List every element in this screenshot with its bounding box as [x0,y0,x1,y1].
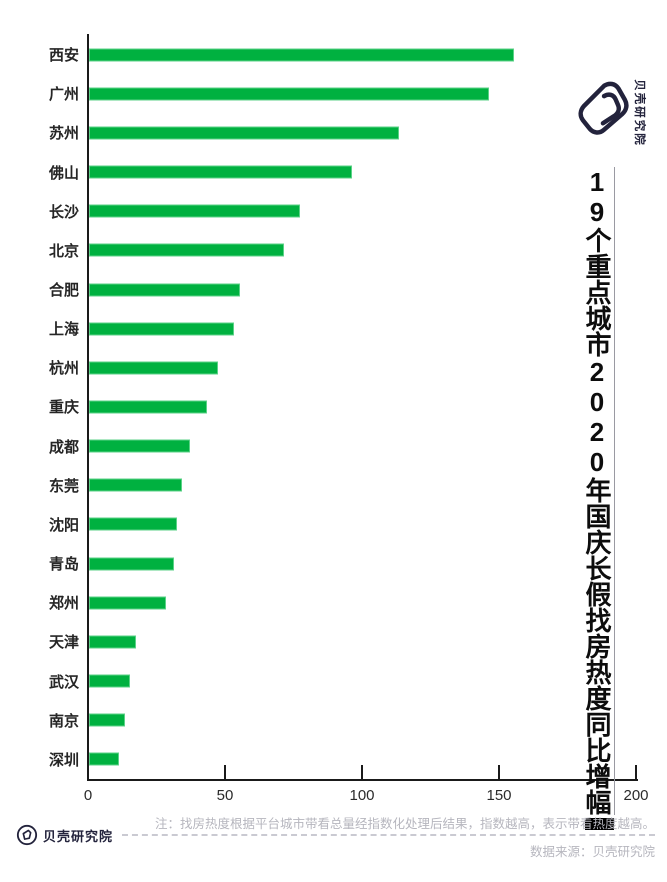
bar-track [88,348,636,387]
bar-track [88,505,636,544]
category-label: 东莞 [48,477,79,495]
category-label: 南京 [48,712,79,730]
bar-track [88,662,636,701]
bar [89,557,174,571]
chart-row: 佛山 [0,152,636,191]
category-label: 武汉 [48,673,79,691]
x-axis-tick-labels: 0 50 100 150 200 [84,787,649,807]
bar-track [88,701,636,740]
chart-row: 武汉 [0,662,636,701]
bar [89,87,490,101]
category-label: 北京 [48,242,79,260]
bar-track [88,583,636,622]
bar [89,517,177,531]
chart-row: 上海 [0,309,636,348]
tick-label: 0 [83,787,93,804]
chart-row: 合肥 [0,270,636,309]
category-label: 上海 [48,321,79,339]
bar-track [88,270,636,309]
bar-track [88,309,636,348]
category-label: 青岛 [48,556,79,574]
shell-icon [578,81,629,135]
bar [89,635,136,649]
x-axis-line [87,779,638,781]
title-end-bar [585,818,614,830]
category-label: 长沙 [48,203,79,221]
bar-track [88,152,636,191]
bar-track [88,35,636,74]
category-label: 重庆 [48,399,79,417]
category-label: 成都 [48,438,79,456]
tick-label: 150 [486,787,512,804]
bar-track [88,74,636,113]
chart-row: 重庆 [0,387,636,426]
category-label: 郑州 [48,595,79,613]
category-label: 苏州 [48,125,79,143]
category-label: 合肥 [48,282,79,300]
chart-row: 杭州 [0,348,636,387]
bar-track [88,113,636,152]
bar [89,478,183,492]
bar [89,400,207,414]
tick-label: 100 [349,787,375,804]
bar-chart: 西安广州苏州佛山长沙北京合肥上海杭州重庆成都东莞沈阳青岛郑州天津武汉南京深圳 [0,35,636,779]
chart-row: 沈阳 [0,505,636,544]
bar [89,713,125,727]
bar [89,322,235,336]
shell-circle-icon [16,824,38,846]
bar-track [88,192,636,231]
logo-vertical-text-wrap: 贝壳研究院 [632,79,648,147]
bar-track [88,387,636,426]
bar-track [88,466,636,505]
chart-row: 深圳 [0,740,636,779]
chart-row: 郑州 [0,583,636,622]
chart-row: 西安 [0,35,636,74]
chart-row: 广州 [0,74,636,113]
category-label: 佛山 [48,164,79,182]
chart-title: 19个重点城市2020年国庆长假找房热度同比增幅 [582,167,615,815]
bar [89,126,399,140]
bar-track [88,740,636,779]
category-label: 广州 [48,86,79,104]
beike-logo-bottom: 贝壳研究院 [16,824,113,846]
chart-row: 东莞 [0,466,636,505]
logo-bottom-text: 贝壳研究院 [43,828,114,844]
y-axis-line [87,34,89,781]
bar-track [88,231,636,270]
category-label: 深圳 [48,751,79,769]
bar [89,361,218,375]
bar [89,243,284,257]
beike-logo-top: 贝壳研究院 [574,76,662,150]
chart-row: 苏州 [0,113,636,152]
logo-text: 贝壳研究院 [633,79,645,147]
bar [89,752,120,766]
dashed-divider [122,834,655,836]
bar [89,439,191,453]
bar-track [88,544,636,583]
chart-row: 南京 [0,701,636,740]
bar [89,204,300,218]
bar [89,165,353,179]
chart-row: 天津 [0,622,636,661]
tick-label: 50 [216,787,234,804]
bar [89,596,166,610]
category-label: 天津 [48,634,79,652]
chart-title-block: 19个重点城市2020年国庆长假找房热度同比增幅 [582,167,615,830]
footnote: 注：找房热度根据平台城市带看总量经指数化处理后结果，指数越高，表示带看热度越高。 [154,817,655,831]
bar [89,48,514,62]
chart-row: 成都 [0,427,636,466]
chart-row: 长沙 [0,192,636,231]
bar-track [88,427,636,466]
bar [89,283,240,297]
chart-row: 青岛 [0,544,636,583]
category-label: 沈阳 [48,516,79,534]
tick-label: 200 [623,787,649,804]
bar [89,674,131,688]
data-source: 数据来源：贝壳研究院 [529,845,655,859]
chart-row: 北京 [0,231,636,270]
bar-track [88,622,636,661]
category-label: 杭州 [48,360,79,378]
category-label: 西安 [48,47,79,65]
